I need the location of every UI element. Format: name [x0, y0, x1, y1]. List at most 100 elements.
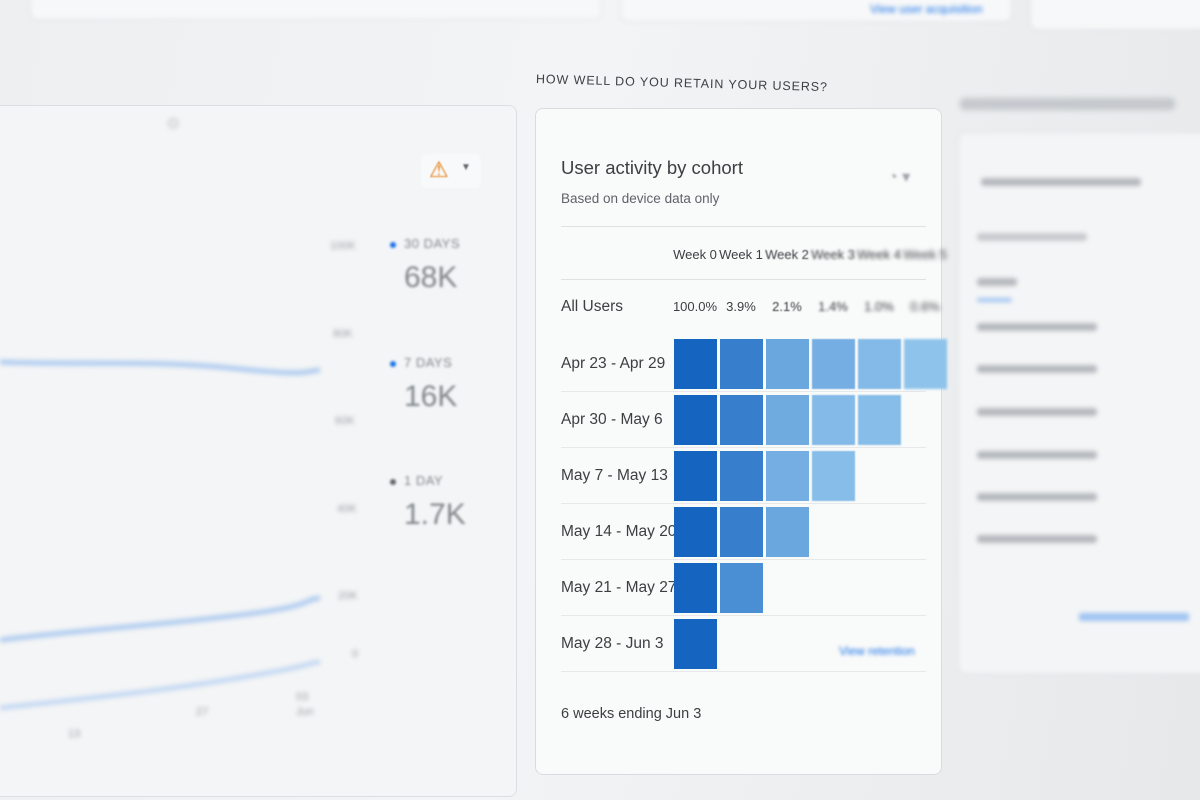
all-users-value: 0.6%: [910, 299, 940, 314]
metric-value: 16K: [404, 380, 458, 413]
text-line: [977, 451, 1097, 459]
cohort-cell[interactable]: [674, 619, 717, 669]
column-header: Week 0: [673, 247, 717, 262]
series-dot: [390, 478, 396, 485]
row-gridline: [561, 447, 926, 448]
cohort-row-label: Apr 23 - Apr 29: [561, 355, 666, 372]
view-user-acquisition-link[interactable]: View user acquisition: [870, 2, 983, 16]
metric-label: 7 DAYS: [404, 355, 453, 370]
divider: [561, 226, 926, 227]
cohort-cell[interactable]: [720, 563, 763, 613]
cohort-cell[interactable]: [812, 451, 855, 501]
text-line: [977, 408, 1097, 416]
compare-icon[interactable]: ◔ ▾: [888, 169, 911, 186]
trend-line-7-days: [0, 595, 321, 643]
cohort-cell[interactable]: [720, 451, 763, 501]
cohort-cell[interactable]: [812, 395, 855, 445]
top-card-left: [30, 0, 602, 20]
y-tick: 80K: [333, 328, 353, 340]
trend-line-30-days: [0, 359, 321, 376]
text-line: [981, 178, 1141, 186]
cohort-row-label: May 14 - May 20: [561, 523, 677, 540]
metric-value: 1.7K: [404, 498, 466, 531]
card-title: User activity by cohort: [561, 157, 743, 178]
all-users-value: 1.0%: [864, 299, 894, 314]
cohort-cell[interactable]: [766, 339, 809, 389]
cohort-row-label: May 21 - May 27: [561, 579, 677, 596]
text-line: [977, 323, 1097, 331]
text-line: [977, 535, 1097, 543]
trend-line-1-day: [0, 659, 321, 711]
cohort-card: User activity by cohort Based on device …: [535, 108, 947, 775]
cohort-cell[interactable]: [766, 451, 809, 501]
cohort-cell[interactable]: [720, 339, 763, 389]
cohort-cell[interactable]: [904, 339, 947, 389]
row-gridline: [561, 671, 926, 672]
all-users-value: 3.9%: [726, 299, 756, 314]
x-tick: 13: [68, 728, 81, 740]
cohort-row-label: May 7 - May 13: [561, 467, 668, 484]
all-users-value: 2.1%: [772, 299, 802, 314]
realtime-card: ⚙ ⚠ ▼: [0, 105, 517, 797]
y-tick: 60K: [335, 415, 355, 427]
cohort-cell[interactable]: [720, 507, 763, 557]
y-tick: 0: [352, 648, 359, 660]
column-header: Week 5: [903, 247, 947, 262]
all-users-value: 100.0%: [672, 299, 718, 314]
metric-1-day: 1 DAY 1.7K: [390, 473, 466, 532]
column-header: Week 1: [719, 247, 763, 262]
section-heading: HOW WELL DO YOU RETAIN YOUR USERS?: [535, 72, 829, 95]
metric-label: 1 DAY: [404, 473, 444, 488]
warning-icon: ⚠: [429, 157, 449, 182]
divider: [561, 279, 926, 280]
x-tick: 27: [196, 706, 209, 718]
cohort-cell[interactable]: [812, 339, 855, 389]
cohort-cell[interactable]: [674, 563, 717, 613]
metric-value: 68K: [404, 261, 458, 294]
column-header: Week 2: [765, 247, 809, 262]
column-header: Week 4: [857, 247, 901, 262]
metric-30-days: 30 DAYS 68K: [390, 236, 460, 295]
all-users-value: 1.4%: [818, 299, 848, 314]
cohort-cell[interactable]: [858, 339, 901, 389]
cohort-cell[interactable]: [674, 451, 717, 501]
y-tick: 40K: [337, 503, 357, 515]
y-tick: 20K: [338, 590, 358, 602]
row-gridline: [561, 503, 926, 504]
cohort-cell[interactable]: [674, 507, 717, 557]
row-gridline: [561, 559, 926, 560]
right-card: [958, 132, 1200, 674]
row-gridline: [561, 615, 926, 616]
text-line: [977, 365, 1097, 373]
top-card-right: [1030, 0, 1200, 30]
series-dot: [390, 360, 396, 367]
view-retention-link[interactable]: View retention: [839, 644, 915, 658]
realtime-trend-chart: [0, 359, 321, 711]
text-line: [977, 278, 1017, 286]
column-header: Week 3: [811, 247, 855, 262]
date-range-footer[interactable]: 6 weeks ending Jun 3: [561, 706, 702, 722]
text-line: [1079, 613, 1189, 621]
top-card-middle: [620, 0, 1012, 22]
series-dot: [390, 241, 396, 248]
cohort-cell[interactable]: [720, 395, 763, 445]
warning-dropdown-button[interactable]: ⚠ ▼: [421, 154, 481, 188]
text-line: [977, 298, 1012, 302]
metric-7-days: 7 DAYS 16K: [390, 355, 457, 414]
cohort-cell[interactable]: [674, 339, 717, 389]
cohort-cell[interactable]: [674, 395, 717, 445]
cohort-cell[interactable]: [766, 507, 809, 557]
cohort-row-label: May 28 - Jun 3: [561, 635, 664, 652]
chevron-down-icon: ▼: [461, 162, 471, 173]
row-gridline: [561, 391, 926, 392]
metric-label: 30 DAYS: [404, 236, 461, 251]
card-subtitle: Based on device data only: [561, 191, 720, 206]
cohort-row-label: Apr 30 - May 6: [561, 411, 663, 428]
settings-icon[interactable]: ⚙: [166, 116, 181, 133]
cohort-cell[interactable]: [766, 395, 809, 445]
y-tick: 100K: [330, 240, 356, 252]
text-line: [977, 233, 1087, 241]
cohort-cell[interactable]: [858, 395, 901, 445]
all-users-label: All Users: [561, 298, 624, 315]
